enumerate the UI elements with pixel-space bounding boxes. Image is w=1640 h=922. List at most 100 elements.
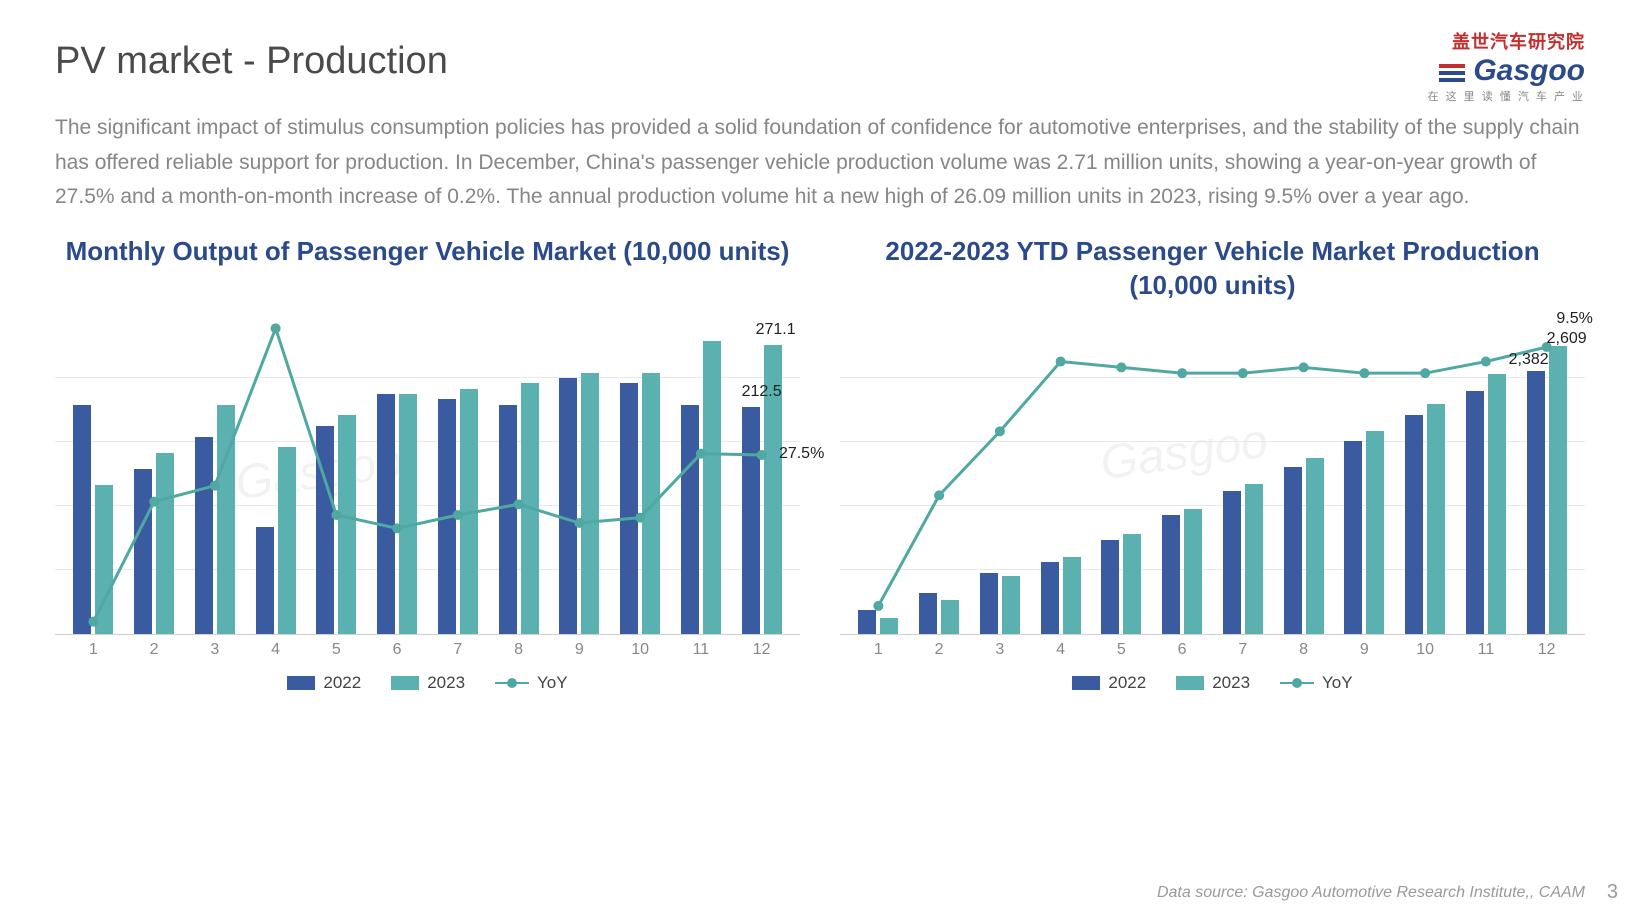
legend-label: 2022 <box>1108 673 1146 693</box>
bar-2023 <box>703 341 721 634</box>
bar-2023 <box>1366 431 1384 634</box>
bar-2022 <box>742 407 760 634</box>
legend-yoy: YoY <box>495 673 568 693</box>
logo-bars-icon <box>1439 64 1465 87</box>
bar-2022 <box>256 527 274 634</box>
bar-2022 <box>1162 515 1180 634</box>
x-axis-labels: 123456789101112 <box>55 635 800 659</box>
legend-2023: 2023 <box>391 673 465 693</box>
slide: 盖世汽车研究院 Gasgoo 在 这 里 读 懂 汽 车 产 业 PV mark… <box>0 0 1640 922</box>
bar-2023 <box>95 485 113 634</box>
x-tick: 5 <box>1091 641 1152 659</box>
legend-label: YoY <box>537 673 568 693</box>
x-tick: 12 <box>1516 641 1577 659</box>
plot-area: Gasgoo 271.1212.527.5% <box>55 315 800 635</box>
x-tick: 1 <box>63 641 124 659</box>
x-tick: 11 <box>1456 641 1517 659</box>
bar-2022 <box>1466 391 1484 634</box>
bar-2023 <box>1245 484 1263 634</box>
bar-2023 <box>642 373 660 634</box>
bar-2022 <box>499 405 517 634</box>
bar-2023 <box>1123 534 1141 634</box>
bar-2022 <box>377 394 395 634</box>
bar-2022 <box>620 383 638 634</box>
bar-2022 <box>858 610 876 634</box>
bar-2022 <box>1405 415 1423 634</box>
value-label-yoy: 27.5% <box>779 445 824 463</box>
legend-label: 2023 <box>427 673 465 693</box>
bar-2022 <box>195 437 213 634</box>
bar-2023 <box>521 383 539 634</box>
bar-2023 <box>1002 576 1020 634</box>
bar-2023 <box>460 389 478 634</box>
bar-2022 <box>681 405 699 634</box>
charts-row: Monthly Output of Passenger Vehicle Mark… <box>55 235 1585 693</box>
legend-label: YoY <box>1322 673 1353 693</box>
data-source: Data source: Gasgoo Automotive Research … <box>1157 884 1585 902</box>
x-tick: 11 <box>671 641 732 659</box>
page-number: 3 <box>1607 881 1618 904</box>
x-tick: 8 <box>1273 641 1334 659</box>
x-tick: 9 <box>549 641 610 659</box>
legend-2022: 2022 <box>1072 673 1146 693</box>
bar-2022 <box>1041 562 1059 634</box>
value-label-2023: 271.1 <box>756 321 796 339</box>
x-tick: 4 <box>1030 641 1091 659</box>
value-label-2023: 2,609 <box>1547 330 1587 348</box>
x-tick: 2 <box>909 641 970 659</box>
bar-2022 <box>134 469 152 634</box>
bar-2023 <box>581 373 599 634</box>
bar-2023 <box>338 415 356 634</box>
x-tick: 5 <box>306 641 367 659</box>
x-tick: 3 <box>970 641 1031 659</box>
bar-2023 <box>156 453 174 634</box>
x-tick: 4 <box>245 641 306 659</box>
bar-2023 <box>1306 458 1324 634</box>
bar-2022 <box>1223 491 1241 634</box>
x-tick: 9 <box>1334 641 1395 659</box>
bar-2023 <box>1427 404 1445 634</box>
x-tick: 7 <box>428 641 489 659</box>
x-tick: 8 <box>488 641 549 659</box>
x-tick: 6 <box>1152 641 1213 659</box>
chart-monthly-output: Monthly Output of Passenger Vehicle Mark… <box>55 235 800 693</box>
x-tick: 2 <box>124 641 185 659</box>
bar-2023 <box>941 600 959 634</box>
page-title: PV market - Production <box>55 40 1585 83</box>
bar-2022 <box>1344 441 1362 634</box>
chart-title: 2022-2023 YTD Passenger Vehicle Market P… <box>840 235 1585 305</box>
value-label-2022: 212.5 <box>742 383 782 401</box>
legend: 2022 2023 YoY <box>55 673 800 693</box>
x-tick: 1 <box>848 641 909 659</box>
bar-2022 <box>919 593 937 634</box>
bar-2023 <box>1549 346 1567 634</box>
bar-2023 <box>1184 509 1202 634</box>
logo-cn-text: 盖世汽车研究院 <box>1428 28 1585 54</box>
x-tick: 10 <box>1395 641 1456 659</box>
bar-2022 <box>1527 371 1545 634</box>
legend-yoy: YoY <box>1280 673 1353 693</box>
logo-en-text: Gasgoo <box>1473 54 1585 87</box>
legend: 2022 2023 YoY <box>840 673 1585 693</box>
plot-area: Gasgoo 2,6092,3829.5% <box>840 315 1585 635</box>
bar-2023 <box>217 405 235 634</box>
x-tick: 12 <box>731 641 792 659</box>
x-tick: 10 <box>610 641 671 659</box>
brand-logo: 盖世汽车研究院 Gasgoo 在 这 里 读 懂 汽 车 产 业 <box>1428 28 1585 104</box>
chart-ytd-production: 2022-2023 YTD Passenger Vehicle Market P… <box>840 235 1585 693</box>
chart-title: Monthly Output of Passenger Vehicle Mark… <box>55 235 800 305</box>
x-axis-labels: 123456789101112 <box>840 635 1585 659</box>
bar-2023 <box>880 618 898 633</box>
legend-label: 2022 <box>323 673 361 693</box>
bar-2023 <box>1063 557 1081 634</box>
bar-2023 <box>278 447 296 634</box>
bar-2023 <box>1488 374 1506 634</box>
bar-2022 <box>559 378 577 634</box>
bar-2022 <box>1101 540 1119 634</box>
value-label-yoy: 9.5% <box>1556 310 1592 328</box>
legend-2023: 2023 <box>1176 673 1250 693</box>
bar-2022 <box>980 573 998 634</box>
legend-label: 2023 <box>1212 673 1250 693</box>
bar-2022 <box>1284 467 1302 634</box>
logo-sub-text: 在 这 里 读 懂 汽 车 产 业 <box>1428 88 1585 104</box>
